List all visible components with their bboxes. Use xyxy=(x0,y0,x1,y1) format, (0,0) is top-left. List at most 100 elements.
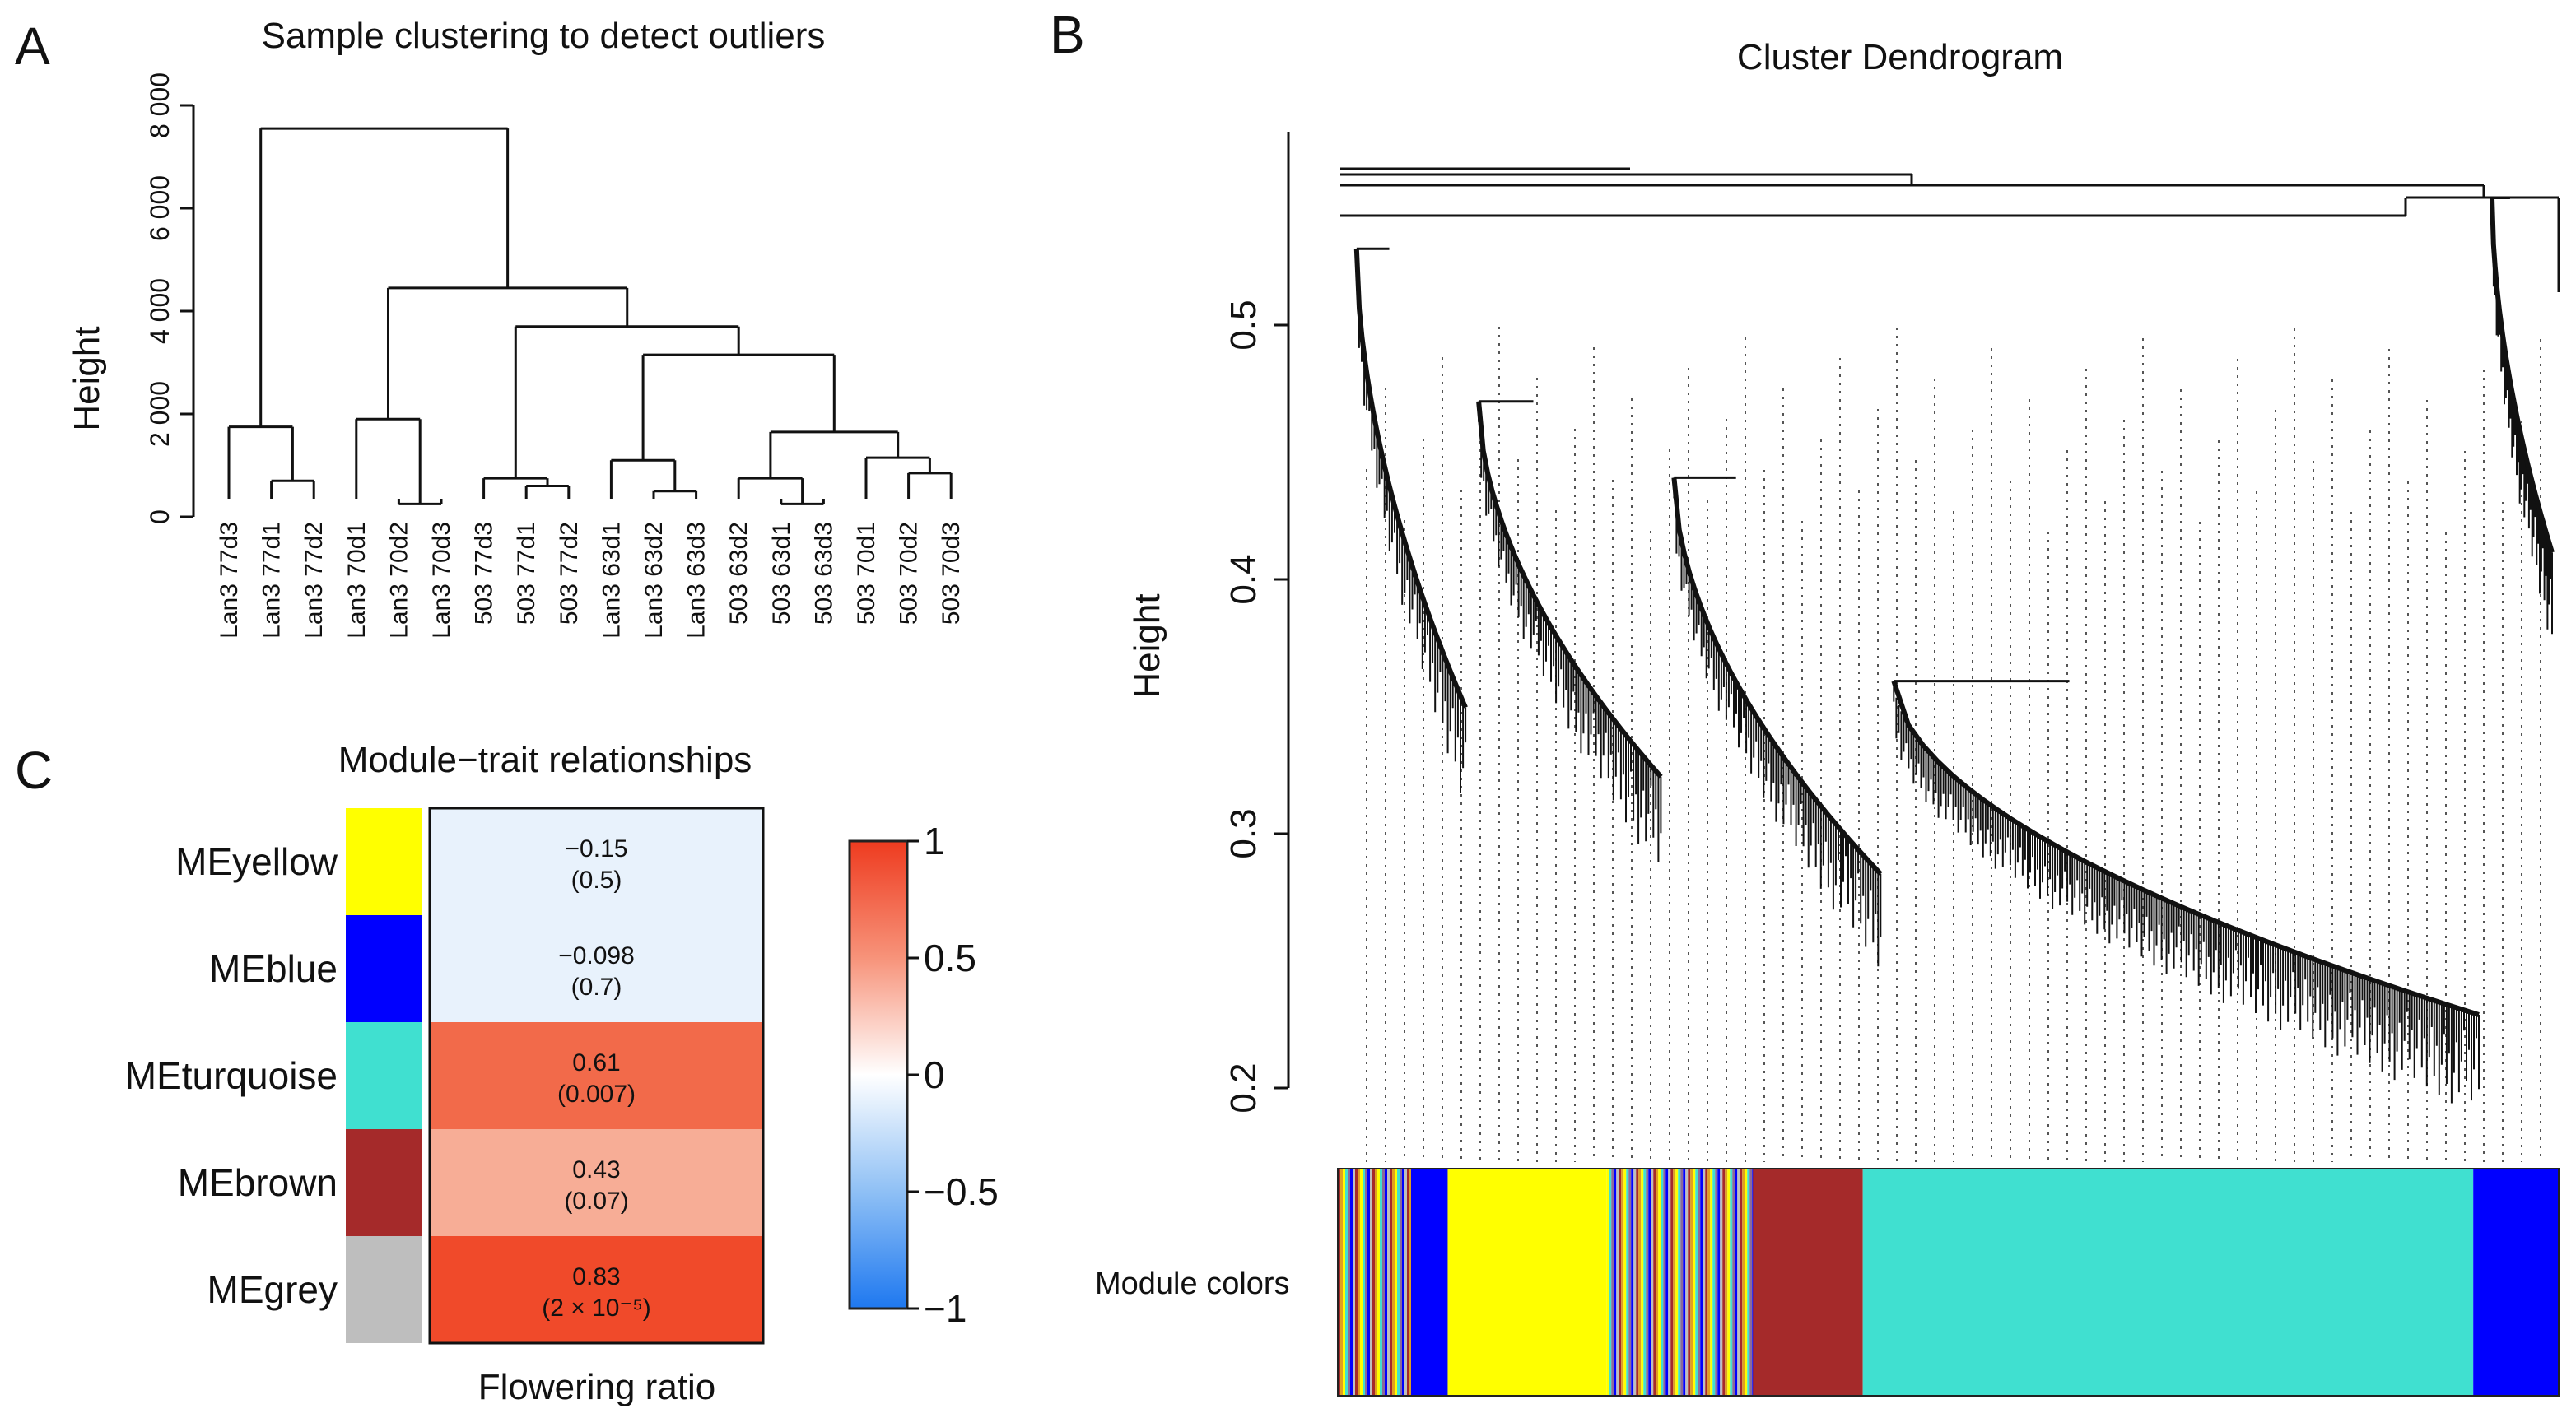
module-color-stripe xyxy=(1710,1169,1713,1396)
module-color-stripe xyxy=(1348,1169,1350,1396)
a-y-tick-label: 4 000 xyxy=(145,278,175,344)
a-leaf-label: 503 63d1 xyxy=(768,522,795,625)
module-color-stripe xyxy=(1372,1169,1375,1396)
module-color-stripe xyxy=(1742,1169,1745,1396)
module-swatch-blue xyxy=(346,915,422,1022)
cell-p-value: (0.5) xyxy=(571,867,622,894)
cell-correlation-value: −0.098 xyxy=(558,942,635,969)
module-color-stripe xyxy=(1700,1169,1703,1396)
a-leaf-label: 503 63d2 xyxy=(725,522,752,625)
module-color-stripe xyxy=(1673,1169,1676,1396)
b-branch-leaves xyxy=(1673,477,1882,967)
colorbar-tick-label: −1 xyxy=(924,1287,967,1330)
a-y-tick-label: 6 000 xyxy=(145,175,175,241)
module-color-stripe xyxy=(1404,1169,1407,1396)
module-color-stripe xyxy=(1693,1169,1696,1396)
module-color-stripe xyxy=(1621,1169,1624,1396)
module-color-stripe xyxy=(1707,1169,1711,1396)
module-color-stripe xyxy=(1631,1169,1634,1396)
module-color-stripe xyxy=(1609,1169,1612,1396)
panel-b: B Cluster Dendrogram Height 0.2 0.3 0.4 0.5… xyxy=(1050,5,2560,1397)
b-branch-turquoise-region xyxy=(1891,680,2480,1104)
module-color-stripe xyxy=(1715,1169,1718,1396)
module-color-stripe xyxy=(1668,1169,1671,1396)
heatmap-cell xyxy=(430,1236,763,1343)
module-color-stripe xyxy=(1680,1169,1684,1396)
b-branch-leaves xyxy=(1355,249,1467,793)
module-color-stripe xyxy=(1690,1169,1693,1396)
b-y-tick-label: 0.4 xyxy=(1223,554,1264,604)
module-color-stripe xyxy=(1725,1169,1728,1396)
panel-c-heatmap: MEyellow −0.15 (0.5) MEblue −0.098 (0.7) MEtur… xyxy=(125,807,765,1345)
module-color-segment-turquoise xyxy=(1862,1169,2474,1396)
a-leaf-label: 503 63d3 xyxy=(810,522,837,625)
module-color-segment-mixed xyxy=(1338,1169,1412,1396)
module-color-stripe xyxy=(1740,1169,1743,1396)
module-color-stripe xyxy=(1695,1169,1698,1396)
b-branch-leaves xyxy=(1893,681,2480,1104)
module-color-stripe xyxy=(1343,1169,1345,1396)
colorbar-gradient xyxy=(848,839,909,1310)
module-colors-label: Module colors xyxy=(1095,1267,1290,1301)
module-color-stripe xyxy=(1670,1169,1674,1396)
panel-a-leaf-labels: Lan3 77d3 Lan3 77d1 Lan3 77d2 Lan3 70d1 Lan3… xyxy=(216,522,965,639)
a-leaf-label: 503 77d1 xyxy=(513,522,540,625)
a-leaf-label: 503 70d1 xyxy=(853,522,880,625)
colorbar-tick-label: 0.5 xyxy=(924,937,976,979)
module-color-stripe xyxy=(1358,1169,1360,1396)
colorbar-tick-label: 0 xyxy=(924,1053,945,1096)
panel-b-y-axis-title: Height xyxy=(1127,593,1167,698)
cell-p-value: (0.07) xyxy=(564,1188,628,1215)
module-color-stripe xyxy=(1382,1169,1385,1396)
module-color-stripe xyxy=(1661,1169,1664,1396)
module-color-stripe xyxy=(1619,1169,1622,1396)
module-color-segment-mixed xyxy=(1606,1169,1755,1396)
module-swatch-brown xyxy=(346,1129,422,1236)
module-color-stripe xyxy=(1749,1169,1753,1396)
b-branch-ridge xyxy=(1671,477,1883,876)
module-color-stripe xyxy=(1678,1169,1681,1396)
a-leaf-label: Lan3 77d2 xyxy=(300,522,328,639)
module-color-bar xyxy=(1337,1168,2560,1397)
module-swatch-turquoise xyxy=(346,1022,422,1129)
module-color-stripe xyxy=(1698,1169,1701,1396)
module-color-stripe xyxy=(1705,1169,1708,1396)
module-color-stripe xyxy=(1638,1169,1642,1396)
module-color-stripe xyxy=(1402,1169,1404,1396)
panel-b-dendrogram xyxy=(1340,167,2560,1104)
cell-correlation-value: 0.61 xyxy=(572,1049,620,1076)
module-color-stripe xyxy=(1656,1169,1659,1396)
module-color-stripe xyxy=(1385,1169,1387,1396)
module-color-stripe xyxy=(1350,1169,1353,1396)
heatmap-cell xyxy=(430,915,763,1022)
a-y-tick-label: 2 000 xyxy=(145,381,175,447)
panel-c-x-axis-title: Flowering ratio xyxy=(478,1367,716,1407)
a-leaf-label: 503 77d2 xyxy=(556,522,583,625)
panel-a-y-axis-title: Height xyxy=(67,326,107,430)
module-color-stripe xyxy=(1732,1169,1735,1396)
panel-a-letter: A xyxy=(15,16,50,76)
b-branch-ridge xyxy=(2490,198,2555,554)
a-leaf-label: Lan3 63d3 xyxy=(683,522,710,639)
b-branch-ridge xyxy=(1476,401,1663,779)
module-color-stripe xyxy=(1363,1169,1365,1396)
panel-c-colorbar: 1 0.5 0 −0.5 −1 xyxy=(848,820,999,1330)
module-color-stripe xyxy=(1338,1169,1340,1396)
b-branch-left-grey-small xyxy=(1353,247,1468,793)
panel-a-title: Sample clustering to detect outliers xyxy=(262,16,826,56)
module-color-stripe xyxy=(1653,1169,1656,1396)
module-color-stripe xyxy=(1717,1169,1721,1396)
module-color-stripe xyxy=(1626,1169,1629,1396)
a-y-tick-label: 0 xyxy=(145,509,175,524)
module-color-segment-blue xyxy=(2473,1169,2559,1396)
module-color-stripe xyxy=(1409,1169,1412,1396)
a-leaf-label: Lan3 70d3 xyxy=(428,522,455,639)
b-branch-leaves xyxy=(2491,198,2553,635)
module-color-stripe xyxy=(1727,1169,1731,1396)
a-leaf-label: Lan3 63d2 xyxy=(641,522,668,639)
module-color-stripe xyxy=(1643,1169,1647,1396)
b-y-tick-label: 0.3 xyxy=(1223,808,1264,858)
colorbar-tick-label: 1 xyxy=(924,820,945,862)
b-branch-brown-region xyxy=(1671,476,1883,967)
heatmap-cell xyxy=(430,1022,763,1129)
